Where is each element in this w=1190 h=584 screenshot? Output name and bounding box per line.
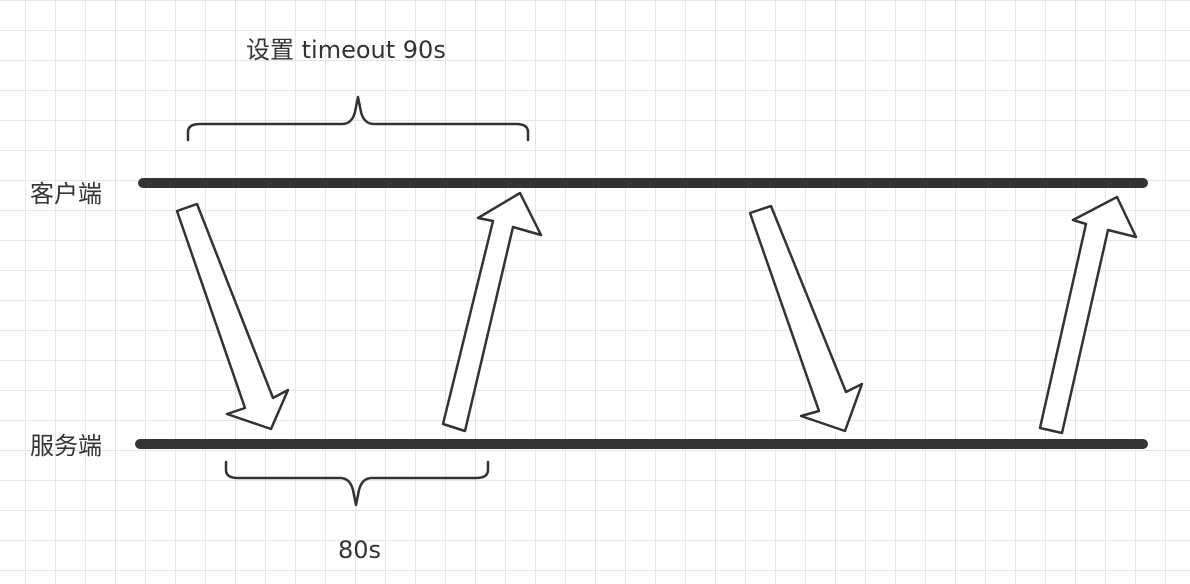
client-label: 客户端 <box>30 180 102 208</box>
timeout-brace <box>186 95 530 142</box>
server-label: 服务端 <box>30 432 102 460</box>
timeout-label: 设置 timeout 90s <box>246 36 446 64</box>
request-arrow-1 <box>175 202 290 431</box>
server-time-brace <box>224 460 490 507</box>
server-time-label: 80s <box>338 536 382 564</box>
response-arrow-2 <box>1038 195 1138 435</box>
request-arrow-2 <box>748 204 864 433</box>
response-arrow-1 <box>441 191 543 433</box>
